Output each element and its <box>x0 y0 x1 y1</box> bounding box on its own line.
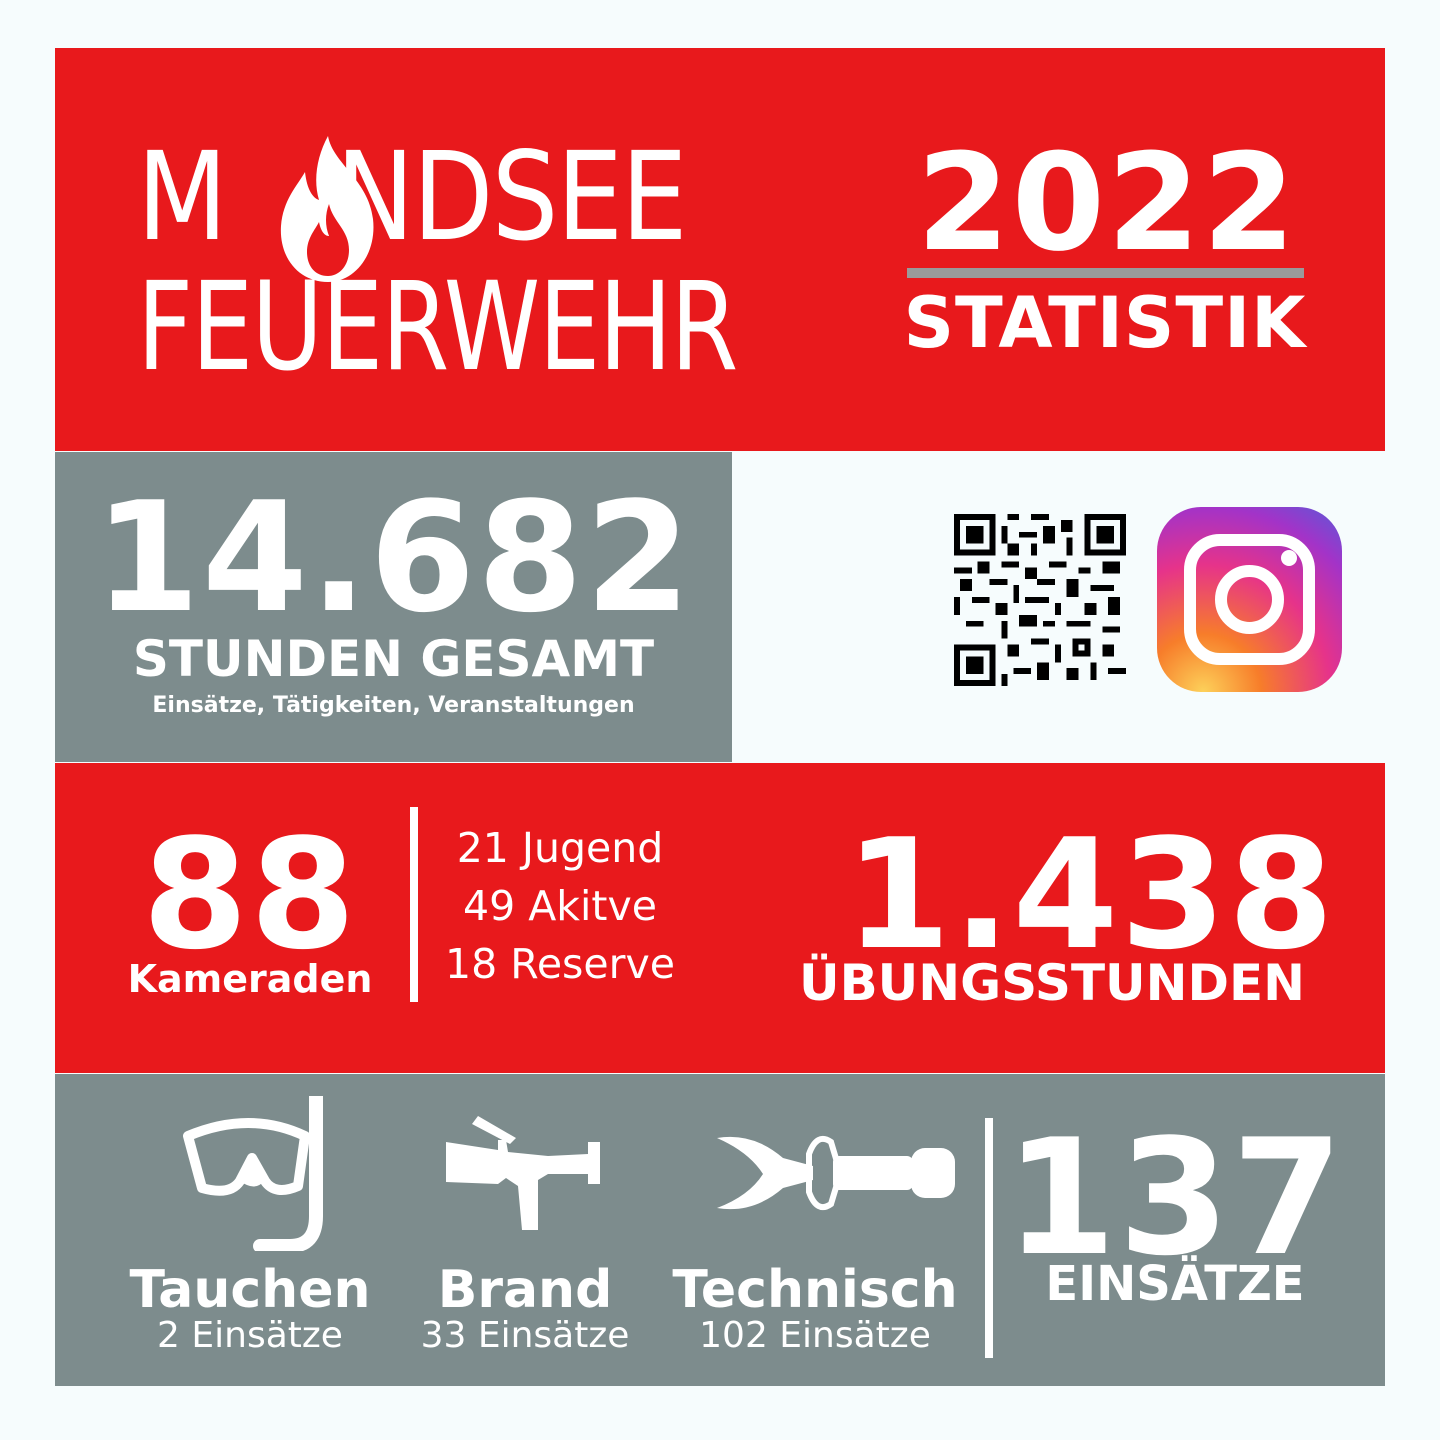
header-banner: M NDSEE FEUERWEHR 2022 STATISTIK <box>55 48 1385 451</box>
statistik-title: STATISTIK <box>903 282 1307 364</box>
divider <box>410 807 418 1002</box>
diving-mask-icon <box>183 1096 323 1251</box>
members-total: 88 <box>142 806 358 983</box>
hours-value: 14.682 <box>94 469 693 646</box>
social-panel <box>732 452 1385 762</box>
hours-sublabel: Einsätze, Tätigkeiten, Veranstaltungen <box>152 693 635 718</box>
breakdown-item: 21 Jugend <box>456 824 664 872</box>
hours-panel: 14.682 STUNDEN GESAMT Einsätze, Tätigkei… <box>55 452 732 762</box>
category-count: 102 Einsätze <box>699 1315 931 1356</box>
category-title: Technisch <box>672 1260 958 1320</box>
qr-code-icon[interactable] <box>954 514 1126 686</box>
category-count: 33 Einsätze <box>420 1315 630 1356</box>
instagram-icon[interactable] <box>1157 507 1342 692</box>
hours-label: STUNDEN GESAMT <box>132 630 655 688</box>
missions-total-label: EINSÄTZE <box>1045 1256 1305 1312</box>
year-title: 2022 <box>916 125 1298 281</box>
brand-line-1: M NDSEE <box>137 126 687 268</box>
members-panel: 88 Kameraden 21 Jugend 49 Akitve 18 Rese… <box>55 763 1385 1073</box>
members-breakdown: 21 Jugend 49 Akitve 18 Reserve <box>425 819 695 993</box>
members-label: Kameraden <box>127 957 373 1001</box>
flame-icon <box>280 136 374 282</box>
divider <box>985 1118 993 1358</box>
hydraulic-spreader-icon <box>717 1136 955 1210</box>
brand-line-2: FEUERWEHR <box>137 256 738 398</box>
missions-total: 137 <box>1005 1104 1345 1291</box>
training-hours-label: ÜBUNGSSTUNDEN <box>798 954 1305 1012</box>
category-title: Tauchen <box>129 1260 371 1320</box>
divider <box>907 268 1304 278</box>
missions-panel: Tauchen 2 Einsätze Brand 33 Einsätze Tec… <box>55 1074 1385 1386</box>
training-hours-value: 1.438 <box>845 806 1336 983</box>
breakdown-item: 49 Akitve <box>463 882 657 930</box>
category-count: 2 Einsätze <box>157 1315 343 1356</box>
category-title: Brand <box>437 1260 613 1320</box>
fire-nozzle-icon <box>446 1116 600 1230</box>
breakdown-item: 18 Reserve <box>444 940 675 988</box>
